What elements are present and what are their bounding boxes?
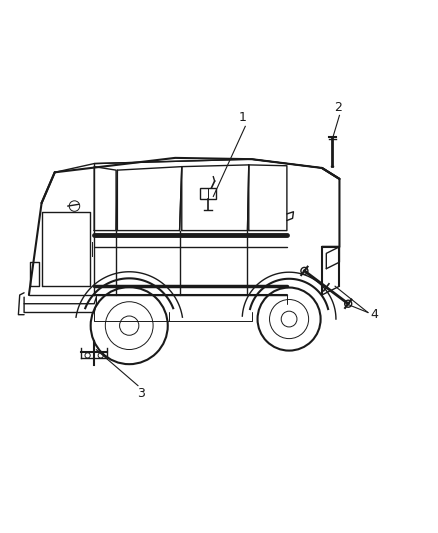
- Text: 1: 1: [239, 111, 247, 124]
- Text: 4: 4: [370, 308, 378, 321]
- Text: 2: 2: [334, 101, 342, 114]
- Text: 3: 3: [137, 387, 145, 400]
